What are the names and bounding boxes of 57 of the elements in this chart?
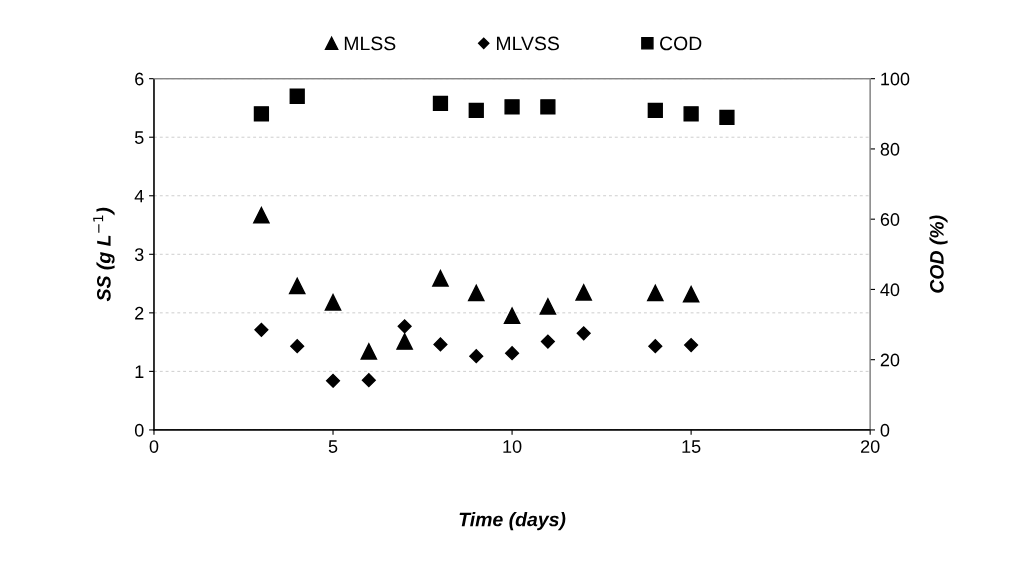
x-tick-label: 10 [503, 440, 522, 453]
y-tick-label: 0 [134, 423, 144, 437]
y2-axis-title: COD (%) [929, 215, 948, 293]
point [682, 285, 700, 303]
point [539, 298, 557, 315]
x-tick-label: 20 [861, 440, 880, 453]
x-tick-label: 0 [149, 440, 159, 453]
point [504, 346, 520, 361]
point [361, 373, 376, 388]
point [540, 99, 556, 115]
y2-tick-label: 0 [880, 423, 890, 437]
y2-tick-label: 80 [880, 142, 900, 156]
point [253, 206, 270, 224]
point [684, 337, 699, 353]
point [324, 293, 342, 311]
y-tick-label: 1 [135, 365, 144, 378]
point [468, 102, 484, 118]
point [683, 106, 699, 122]
y2-tick-label: 100 [881, 72, 910, 86]
point [253, 106, 270, 122]
x-axis-title: Time (days) [459, 512, 566, 531]
point [397, 319, 412, 334]
y-axis-title: SS (g L$^{−1}$) [93, 207, 115, 302]
y-tick-label: 6 [135, 72, 144, 86]
point [325, 373, 341, 388]
point [469, 349, 484, 364]
point [432, 269, 449, 287]
legend-label: COD [660, 36, 702, 51]
y-tick-label: 4 [134, 189, 144, 203]
x-tick-label: 5 [328, 440, 338, 453]
point [646, 284, 664, 302]
point [290, 339, 305, 354]
point [576, 326, 591, 341]
y2-tick-label: 40 [880, 283, 900, 297]
point [504, 99, 520, 115]
point [288, 277, 306, 295]
point [254, 322, 269, 337]
y2-tick-label: 20 [880, 353, 900, 367]
y-tick-label: 3 [134, 248, 144, 262]
y-tick-label: 5 [134, 131, 144, 144]
point [432, 95, 449, 111]
point [540, 334, 555, 349]
point [647, 102, 663, 118]
point [575, 284, 593, 301]
point [433, 337, 448, 352]
point [360, 343, 378, 360]
y2-tick-label: 60 [880, 213, 900, 226]
point [503, 307, 521, 325]
y-tick-label: 2 [135, 306, 144, 320]
point [289, 88, 305, 104]
point [648, 339, 663, 354]
x-tick-label: 15 [682, 440, 701, 453]
point [719, 109, 735, 125]
point [396, 333, 413, 350]
point [467, 284, 485, 302]
legend-label: MLVSS [496, 36, 559, 51]
legend-label: MLSS [344, 36, 396, 51]
